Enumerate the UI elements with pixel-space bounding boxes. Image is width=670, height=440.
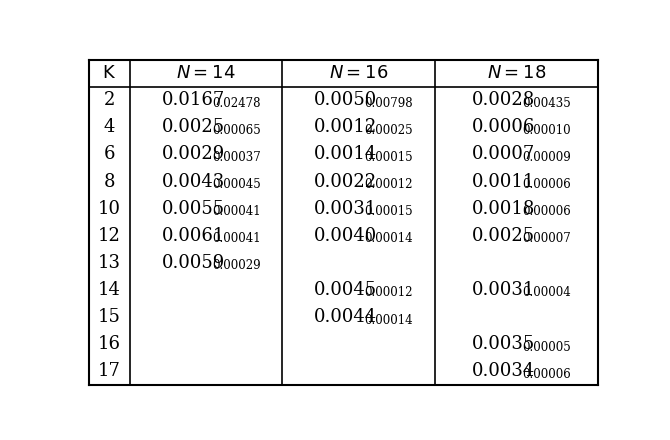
Text: 17: 17 bbox=[98, 362, 121, 380]
Text: 0.00029: 0.00029 bbox=[212, 259, 261, 272]
Text: 0.0025: 0.0025 bbox=[472, 227, 535, 245]
Text: 0.02478: 0.02478 bbox=[212, 97, 261, 110]
Text: 2: 2 bbox=[104, 91, 115, 109]
Text: 0.00041: 0.00041 bbox=[212, 205, 261, 218]
Text: 0.00006: 0.00006 bbox=[523, 205, 571, 218]
Text: 0.00014: 0.00014 bbox=[364, 232, 413, 245]
Text: 0.0044: 0.0044 bbox=[314, 308, 377, 326]
Text: $N = 16$: $N = 16$ bbox=[329, 64, 389, 82]
Text: 8: 8 bbox=[104, 172, 115, 191]
Text: 0.0035: 0.0035 bbox=[472, 335, 535, 353]
Text: 0.00045: 0.00045 bbox=[212, 178, 261, 191]
Text: 0.0022: 0.0022 bbox=[314, 172, 377, 191]
Text: 4: 4 bbox=[104, 118, 115, 136]
Text: 0.0061: 0.0061 bbox=[161, 227, 225, 245]
Text: 15: 15 bbox=[98, 308, 121, 326]
Text: 0.00041: 0.00041 bbox=[212, 232, 261, 245]
Text: 0.00025: 0.00025 bbox=[364, 124, 413, 137]
Text: 0.0025: 0.0025 bbox=[161, 118, 224, 136]
Text: 12: 12 bbox=[98, 227, 121, 245]
Text: 0.0034: 0.0034 bbox=[472, 362, 535, 380]
Text: 14: 14 bbox=[98, 281, 121, 299]
Text: $\mathrm{K}$: $\mathrm{K}$ bbox=[103, 64, 117, 82]
Text: 0.0007: 0.0007 bbox=[472, 146, 535, 163]
Text: 0.0031: 0.0031 bbox=[472, 281, 535, 299]
Text: 10: 10 bbox=[98, 200, 121, 218]
Text: $N = 18$: $N = 18$ bbox=[487, 64, 546, 82]
Text: 0.00012: 0.00012 bbox=[364, 178, 413, 191]
Text: 0.00037: 0.00037 bbox=[212, 151, 261, 164]
Text: 0.00007: 0.00007 bbox=[523, 232, 571, 245]
Text: 0.00010: 0.00010 bbox=[523, 124, 571, 137]
Text: 0.00012: 0.00012 bbox=[364, 286, 413, 300]
Text: 0.0028: 0.0028 bbox=[472, 91, 535, 109]
Text: $N = 14$: $N = 14$ bbox=[176, 64, 236, 82]
Text: 0.0018: 0.0018 bbox=[472, 200, 535, 218]
Text: 13: 13 bbox=[98, 254, 121, 272]
Text: 0.00006: 0.00006 bbox=[523, 368, 571, 381]
Text: 0.0043: 0.0043 bbox=[161, 172, 225, 191]
Text: 0.00009: 0.00009 bbox=[523, 151, 571, 164]
Text: 0.0059: 0.0059 bbox=[161, 254, 225, 272]
Text: 0.0029: 0.0029 bbox=[161, 146, 225, 163]
Text: 0.00014: 0.00014 bbox=[364, 314, 413, 326]
Text: 6: 6 bbox=[104, 146, 115, 163]
Text: 0.0167: 0.0167 bbox=[161, 91, 225, 109]
Text: 0.00005: 0.00005 bbox=[523, 341, 571, 354]
Text: 0.00006: 0.00006 bbox=[523, 178, 571, 191]
Text: 0.0031: 0.0031 bbox=[314, 200, 378, 218]
Text: 16: 16 bbox=[98, 335, 121, 353]
Text: 0.0012: 0.0012 bbox=[314, 118, 377, 136]
Text: 0.0045: 0.0045 bbox=[314, 281, 377, 299]
Text: 0.0040: 0.0040 bbox=[314, 227, 377, 245]
Text: 0.00015: 0.00015 bbox=[364, 151, 413, 164]
Text: 0.00798: 0.00798 bbox=[364, 97, 413, 110]
Text: 0.0055: 0.0055 bbox=[161, 200, 224, 218]
Text: 0.0014: 0.0014 bbox=[314, 146, 377, 163]
Text: 0.00435: 0.00435 bbox=[523, 97, 571, 110]
Text: 0.0011: 0.0011 bbox=[472, 172, 535, 191]
Text: 0.00004: 0.00004 bbox=[523, 286, 571, 300]
Text: 0.00065: 0.00065 bbox=[212, 124, 261, 137]
Text: 0.0050: 0.0050 bbox=[314, 91, 377, 109]
Text: 0.0006: 0.0006 bbox=[472, 118, 535, 136]
Text: 0.00015: 0.00015 bbox=[364, 205, 413, 218]
